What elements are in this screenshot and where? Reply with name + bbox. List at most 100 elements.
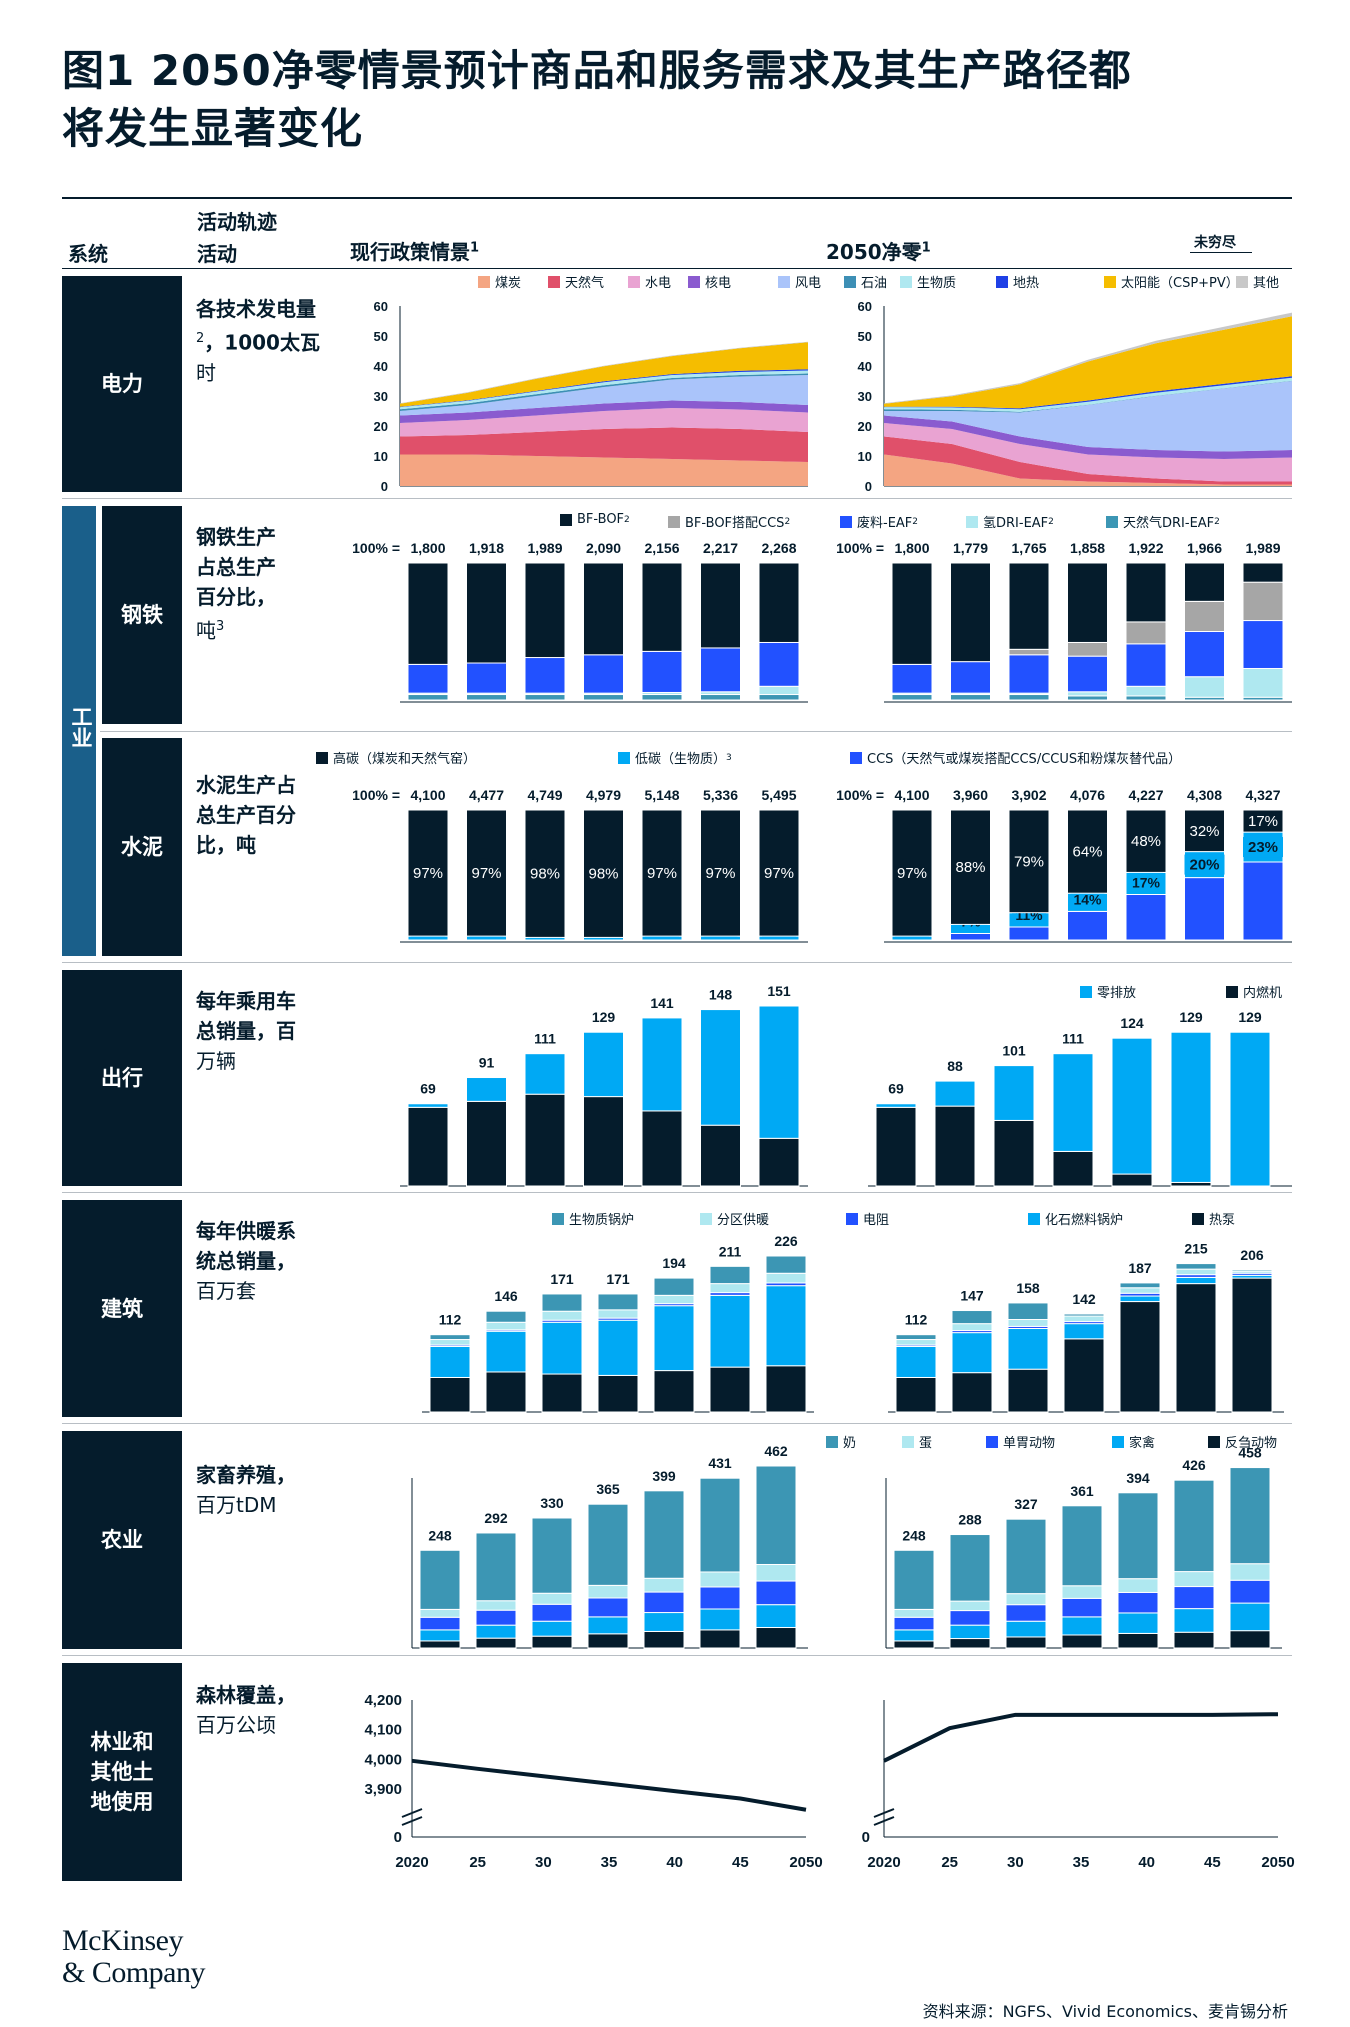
bar-segment [1175, 1283, 1217, 1413]
total-label: 4,979 [586, 787, 621, 803]
bar-segment [1111, 1173, 1153, 1187]
bar-segment [709, 1283, 751, 1294]
forest-line [411, 1758, 807, 1812]
legend-swatch [548, 275, 560, 288]
y-tick-label: 60 [858, 299, 872, 314]
area-天然气 [400, 427, 808, 462]
row-separator [62, 1192, 1292, 1193]
system-mobility: 出行 [62, 970, 182, 1186]
bar-segment [1173, 1479, 1215, 1573]
bar-segment [419, 1549, 461, 1610]
bar-segment [1067, 910, 1108, 941]
bar-segment [949, 1638, 991, 1649]
bar-segment [475, 1600, 517, 1611]
total-label: 1,858 [1070, 540, 1105, 556]
legend-swatch [1112, 1435, 1124, 1448]
bar-segment [1229, 1467, 1271, 1565]
total-label: 4,227 [1128, 787, 1163, 803]
bar-segment [1173, 1631, 1215, 1649]
total-label: 1,779 [953, 540, 988, 556]
bar-segment [587, 1616, 629, 1635]
legend-sup: 2 [912, 516, 919, 527]
bar-segment [643, 1612, 685, 1632]
bar-segment [758, 685, 800, 696]
legend-swatch [668, 515, 680, 528]
bar-segment [1005, 1604, 1047, 1622]
bar-segment [407, 694, 449, 701]
y-tick-label: 30 [858, 389, 872, 404]
bar-segment [758, 809, 800, 937]
y-tick-label: 20 [858, 419, 872, 434]
legend-swatch [1236, 275, 1248, 288]
total-label: 129 [592, 1009, 616, 1025]
legend-sup: 2 [624, 514, 630, 525]
bar-segment [524, 1053, 566, 1095]
row-separator [100, 731, 1292, 732]
legend-swatch [1208, 1435, 1220, 1448]
bar-segment [485, 1321, 527, 1331]
area-太阳能（CSP+PV） [884, 316, 1292, 409]
header-activity-trajectory: 活动轨迹 [197, 210, 277, 234]
bar-segment [583, 809, 624, 938]
legend-label: 单胃动物 [1003, 1436, 1056, 1451]
area-风电 [400, 375, 808, 416]
data-label: 14% [1073, 891, 1102, 907]
total-label: 1,918 [469, 540, 504, 556]
total-label: 111 [534, 1031, 556, 1047]
total-label: 151 [767, 983, 791, 999]
data-label: 23% [1248, 839, 1278, 856]
y-tick-label: 0 [862, 1829, 870, 1846]
bar-segment [1119, 1282, 1161, 1289]
legend-swatch [1080, 985, 1092, 998]
bar-segment [875, 1103, 917, 1108]
legend-item: 奶 [826, 1432, 856, 1451]
legend-item: 单胃动物 [986, 1432, 1055, 1451]
exhausted-underline [1190, 252, 1252, 253]
legend-item: 生物质 [900, 272, 956, 291]
total-label: 4,100 [410, 787, 445, 803]
bar-segment [475, 1609, 517, 1626]
bar-segment [1175, 1268, 1217, 1276]
legend-swatch [552, 1212, 564, 1225]
y-tick-label: 4,200 [364, 1692, 402, 1709]
legend-label: 热泵 [1209, 1213, 1236, 1228]
bar-segment [700, 694, 741, 701]
legend-item: 天然气DRI-EAF 2 [1106, 512, 1220, 531]
y-tick-label: 50 [858, 329, 872, 344]
legend-item: 化石燃料锅炉 [1028, 1209, 1123, 1228]
bar-segment [524, 809, 566, 938]
legend-label: 其他 [1253, 276, 1280, 291]
bar-segment [407, 663, 449, 694]
y-tick-label: 10 [858, 449, 872, 464]
area-核电 [884, 415, 1292, 459]
bar-segment [1231, 1269, 1273, 1272]
legend-sup: 3 [726, 752, 732, 763]
legend-swatch [1028, 1212, 1040, 1225]
bar-segment [1061, 1634, 1103, 1649]
data-label: 88% [955, 859, 985, 876]
bar-segment [1067, 655, 1108, 693]
bar-segment [643, 1577, 685, 1593]
bar-segment [699, 1608, 741, 1631]
bar-segment [429, 1345, 471, 1378]
legend-item: 天然气 [548, 272, 604, 291]
bar-segment [951, 1310, 993, 1325]
y-tick-label: 0 [381, 479, 388, 494]
bar-segment [641, 650, 683, 693]
bar-segment [1067, 691, 1108, 697]
header-activity: 活动 [197, 242, 237, 266]
legend-sup: 2 [1048, 516, 1054, 527]
prefix-label: 100% = [352, 787, 400, 803]
total-label: 4,100 [894, 787, 929, 803]
bar-segment [755, 1563, 797, 1582]
bar-segment [755, 1465, 797, 1565]
bar-segment [895, 1334, 937, 1341]
total-label: 426 [1182, 1457, 1206, 1473]
legend-label: 高碳（煤炭和天然气窑） [333, 752, 477, 767]
y-tick-label: 3,900 [364, 1781, 402, 1798]
bar-segment [485, 1310, 527, 1323]
bar-segment [1063, 1315, 1105, 1323]
legend-swatch [826, 1435, 838, 1448]
bar-segment [407, 562, 449, 665]
total-label: 226 [774, 1233, 798, 1249]
